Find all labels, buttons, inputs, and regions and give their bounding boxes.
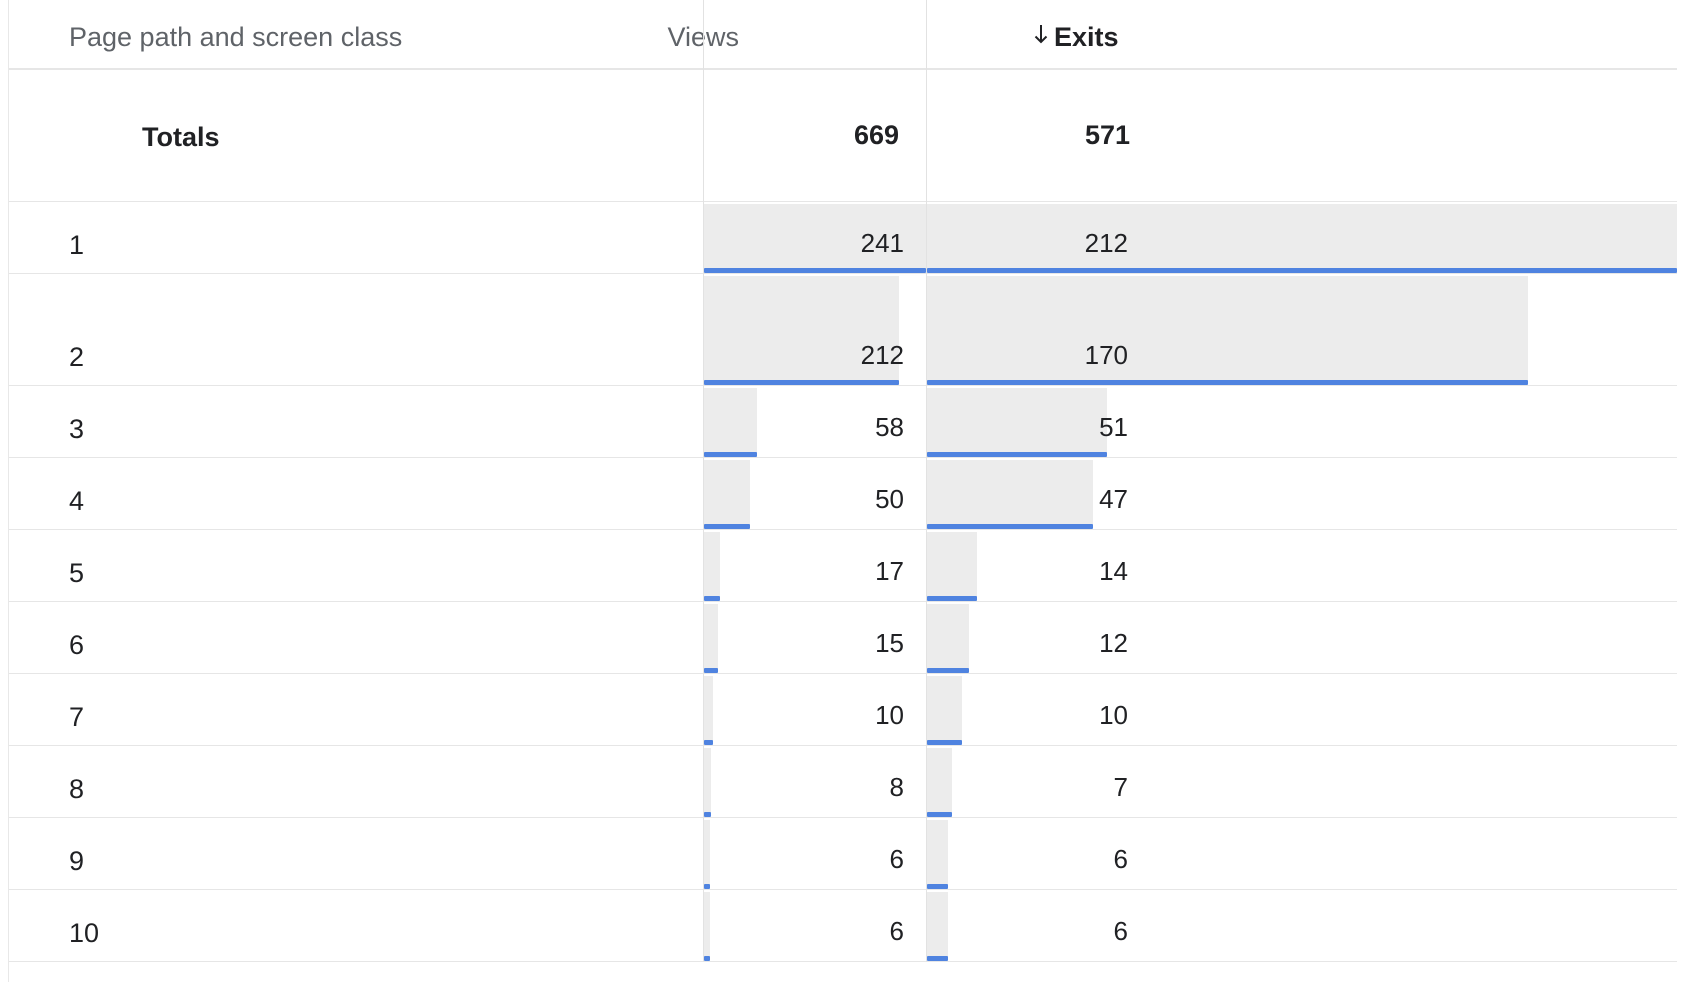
exits-bar-accent	[927, 668, 969, 673]
views-bar-accent	[704, 956, 710, 961]
exits-bar	[927, 388, 1107, 456]
exits-value: 6	[1113, 916, 1128, 946]
row-rank: 4	[69, 486, 85, 516]
exits-value: 170	[1084, 340, 1128, 370]
exits-bar-accent	[927, 740, 962, 745]
views-bar-accent	[704, 884, 710, 889]
views-bar	[704, 820, 710, 888]
views-bar-accent	[704, 740, 713, 745]
exits-value: 12	[1099, 628, 1128, 658]
views-bar	[704, 748, 711, 816]
exits-bar-accent	[927, 596, 977, 601]
exits-bar-accent	[927, 268, 1677, 273]
row-rank: 10	[69, 918, 100, 948]
exits-bar-accent	[927, 524, 1093, 529]
row-rank: 2	[69, 342, 85, 372]
totals-views: 669	[853, 120, 899, 150]
views-bar-accent	[704, 452, 757, 457]
table-row[interactable]: 9 6 6	[9, 818, 1677, 890]
exits-bar	[927, 204, 1677, 272]
exits-value: 7	[1113, 772, 1128, 802]
views-value: 6	[889, 916, 904, 946]
views-bar-accent	[704, 596, 720, 601]
exits-bar-accent	[927, 452, 1107, 457]
exits-bar-accent	[927, 956, 948, 961]
views-bar	[704, 604, 718, 672]
exits-value: 14	[1099, 556, 1128, 586]
row-rank: 9	[69, 846, 85, 876]
table-row[interactable]: 8 8 7	[9, 746, 1677, 818]
exits-bar	[927, 820, 948, 888]
exits-bar	[927, 892, 948, 960]
views-value: 50	[875, 484, 904, 514]
exits-value: 51	[1099, 412, 1128, 442]
table-row[interactable]: 3 58 51	[9, 386, 1677, 458]
exits-bar-accent	[927, 380, 1528, 385]
views-value: 212	[860, 340, 904, 370]
row-rank: 8	[69, 774, 85, 804]
exits-bar	[927, 748, 952, 816]
exits-bar	[927, 676, 962, 744]
views-bar-accent	[704, 812, 711, 817]
totals-label: Totals	[142, 122, 220, 152]
views-value: 58	[875, 412, 904, 442]
views-bar-accent	[704, 524, 750, 529]
row-rank: 6	[69, 630, 85, 660]
dimension-column-header[interactable]: Page path and screen class	[69, 22, 403, 52]
views-bar-accent	[704, 668, 718, 673]
views-value: 17	[875, 556, 904, 586]
views-bar	[704, 388, 757, 456]
table-row[interactable]: 10 6 6	[9, 890, 1677, 962]
views-bar	[704, 892, 710, 960]
table-row[interactable]: 1 241 212	[9, 202, 1677, 274]
totals-row: Totals 669 571	[9, 70, 1677, 202]
table-row[interactable]: 5 17 14	[9, 530, 1677, 602]
table-row[interactable]: 7 10 10	[9, 674, 1677, 746]
views-bar	[704, 460, 750, 528]
exits-column-header[interactable]: Exits	[1034, 22, 1119, 53]
table-row[interactable]: 2 212 170	[9, 274, 1677, 386]
views-value: 241	[860, 228, 904, 258]
views-bar-accent	[704, 380, 899, 385]
views-bar	[704, 676, 713, 744]
row-rank: 1	[69, 230, 85, 260]
views-value: 8	[889, 772, 904, 802]
exits-bar-accent	[927, 812, 952, 817]
exits-bar-accent	[927, 884, 948, 889]
views-bar	[704, 276, 899, 384]
arrow-down-icon	[1034, 24, 1048, 43]
report-table: Page path and screen class Views Exits T…	[8, 0, 1677, 982]
row-rank: 5	[69, 558, 85, 588]
views-value: 6	[889, 844, 904, 874]
views-bar	[704, 204, 926, 272]
exits-bar	[927, 604, 969, 672]
table-header: Page path and screen class Views Exits	[9, 0, 1677, 70]
column-divider-exits	[926, 0, 927, 962]
exits-value: 6	[1113, 844, 1128, 874]
exits-value: 10	[1099, 700, 1128, 730]
exits-bar	[927, 276, 1528, 384]
exits-value: 47	[1099, 484, 1128, 514]
views-bar	[704, 532, 720, 600]
table-row[interactable]: 6 15 12	[9, 602, 1677, 674]
column-divider-views	[703, 0, 704, 962]
exits-value: 212	[1084, 228, 1128, 258]
totals-exits: 571	[1084, 120, 1130, 150]
row-rank: 3	[69, 414, 85, 444]
views-value: 15	[875, 628, 904, 658]
exits-bar	[927, 460, 1093, 528]
exits-bar	[927, 532, 977, 600]
views-bar-accent	[704, 268, 926, 273]
table-row[interactable]: 4 50 47	[9, 458, 1677, 530]
views-value: 10	[875, 700, 904, 730]
row-rank: 7	[69, 702, 85, 732]
exits-header-label: Exits	[1054, 22, 1119, 52]
